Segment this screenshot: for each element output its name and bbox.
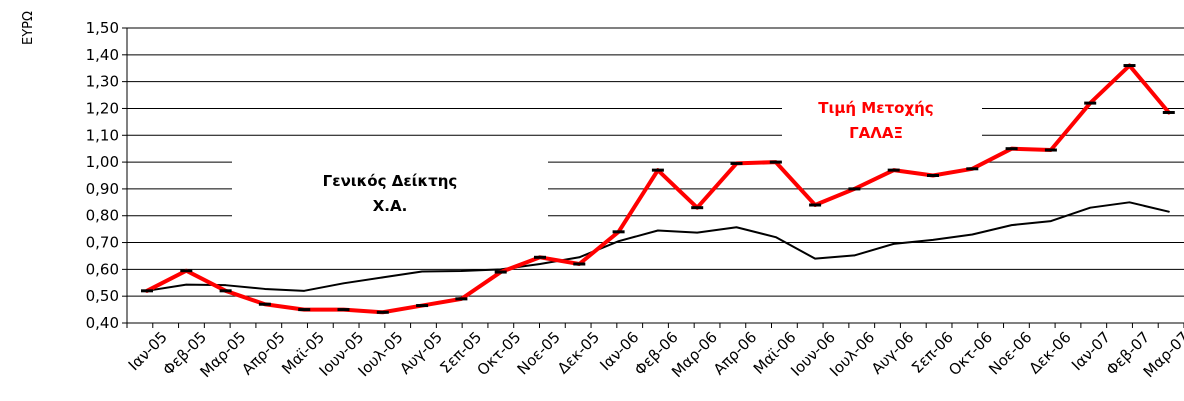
x-tick-label: Οκτ-06 xyxy=(945,328,996,379)
general-index-point xyxy=(853,254,856,257)
x-tick-label: Απρ-06 xyxy=(710,328,760,378)
y-tick-label: 0,80 xyxy=(86,207,119,225)
annotation-bg-galax xyxy=(782,88,982,186)
y-tick-label: 1,20 xyxy=(86,99,119,117)
y-tick-label: 0,60 xyxy=(86,260,119,278)
x-tick-label: Αυγ-06 xyxy=(868,328,918,378)
general-index-point xyxy=(657,229,659,232)
general-index-point xyxy=(892,243,895,245)
general-index-point xyxy=(735,226,738,229)
y-tick-label: 0,70 xyxy=(86,234,119,252)
y-tick-label: 1,50 xyxy=(86,19,119,37)
general-index-point xyxy=(1128,201,1131,204)
general-index-point xyxy=(499,268,502,271)
y-tick-label: 0,40 xyxy=(86,314,119,332)
y-tick-label: 1,30 xyxy=(86,73,119,91)
general-index-point xyxy=(264,288,266,290)
general-index-point xyxy=(775,236,777,238)
general-index-point xyxy=(814,257,816,260)
general-index-point xyxy=(578,256,581,259)
x-tick-label: Νοε-06 xyxy=(985,328,1035,378)
x-tick-label: Νοε-05 xyxy=(514,328,564,378)
general-index-point xyxy=(382,276,384,279)
general-index-point xyxy=(932,239,934,241)
y-tick-label: 0,50 xyxy=(86,287,119,305)
general-index-point xyxy=(146,290,148,292)
y-tick-label: 1,10 xyxy=(86,126,119,144)
general-index-point xyxy=(696,231,698,234)
general-index-point xyxy=(342,282,345,285)
general-index-point xyxy=(971,233,974,236)
x-tick-label: Αυγ-05 xyxy=(396,328,446,378)
y-tick-label: 1,40 xyxy=(86,46,119,64)
general-index-point xyxy=(185,283,188,286)
y-tick-labels: 0,40 0,50 0,60 0,70 0,80 0,90 1,00 1,10 1,20 1,30… xyxy=(86,19,127,332)
general-index-point xyxy=(421,270,423,273)
y-axis-unit-label: ΕΥΡΩ xyxy=(21,11,36,45)
x-tick-labels: Ιαν-05Φεβ-05Μαρ-05Απρ-05Μαϊ-05Ιουν-05Ιου… xyxy=(125,323,1184,381)
general-index-point xyxy=(1168,210,1170,213)
general-index-point xyxy=(224,284,227,286)
general-index-point xyxy=(539,263,541,265)
axes xyxy=(126,28,1184,324)
x-tick-label: Δεκ-06 xyxy=(1025,328,1074,377)
x-tick-label: Απρ-05 xyxy=(238,328,288,378)
x-tick-label: Οκτ-05 xyxy=(473,328,524,379)
general-index-point xyxy=(460,270,463,272)
annotation-galax-line2: ΓΑΛΑΞ xyxy=(849,124,903,142)
general-index-point xyxy=(303,290,306,292)
general-index-point xyxy=(1010,224,1013,226)
annotation-galax-line1: Τιμή Μετοχής xyxy=(818,99,933,117)
annotation-index-line2: Χ.Α. xyxy=(373,197,408,215)
y-tick-label: 0,90 xyxy=(86,180,119,198)
annotation-index-line1: Γενικός Δείκτης xyxy=(323,172,458,190)
general-index-point xyxy=(1050,220,1052,222)
y-tick-label: 1,00 xyxy=(86,153,119,171)
annotation-bg-index xyxy=(232,158,548,222)
general-index-point xyxy=(617,240,620,243)
series-layer xyxy=(141,63,1175,315)
general-index-point xyxy=(1089,206,1091,209)
x-tick-label: Δεκ-05 xyxy=(554,328,603,377)
